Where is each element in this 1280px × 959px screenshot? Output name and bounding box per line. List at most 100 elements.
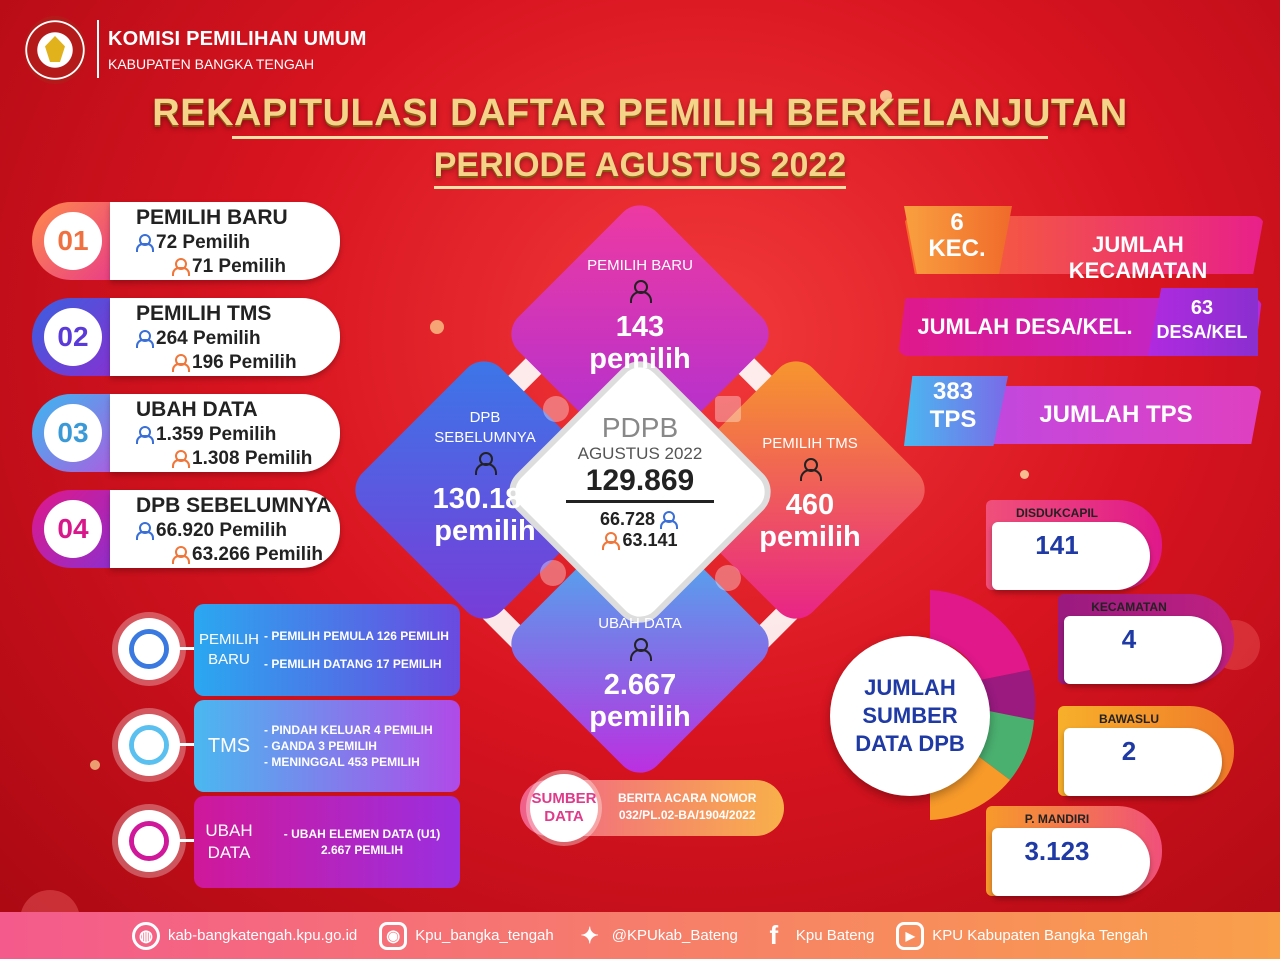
twitter-icon: ✦ xyxy=(580,922,599,948)
source-value: 141 xyxy=(1035,530,1079,560)
pdpb-total: 129.869 xyxy=(566,464,714,503)
org-name: KOMISI PEMILIHAN UMUM xyxy=(108,28,367,50)
facebook-link[interactable]: Kpu Bateng xyxy=(795,927,875,944)
card-male-count: 1.359 Pemilih xyxy=(156,424,277,445)
bokeh-light xyxy=(90,760,100,770)
card-pemilih-baru: 01 PEMILIH BARU 72 Pemilih 71 Pemilih xyxy=(32,202,340,280)
stat-desa-value-box xyxy=(1148,288,1258,356)
pemilih-baru-label: PEMILIH BARU xyxy=(587,257,693,274)
detail-label: PEMILIH xyxy=(198,631,259,648)
card-title: PEMILIH TMS xyxy=(136,302,272,325)
dpb-label-2: SEBELUMNYA xyxy=(434,429,536,446)
card-male-count: 264 Pemilih xyxy=(156,328,261,349)
source-disdukcapil: DISDUKCAPIL 141 xyxy=(992,506,1150,590)
card-pemilih-tms: 02 PEMILIH TMS 264 Pemilih 196 Pemilih xyxy=(32,298,340,376)
male-person-icon xyxy=(136,426,154,444)
chat-icon xyxy=(543,396,569,422)
card-title: PEMILIH BARU xyxy=(136,206,288,229)
source-label: KECAMATAN xyxy=(1091,600,1167,614)
detail-item: - PEMILIH PEMULA 126 PEMILIH xyxy=(264,629,449,643)
pdpb-female: 63.141 xyxy=(622,530,678,550)
org-region: KABUPATEN BANGKA TENGAH xyxy=(108,56,315,72)
card-title: DPB SEBELUMNYA xyxy=(136,494,332,517)
desa-label: JUMLAH DESA/KEL. xyxy=(917,314,1133,339)
person-icon xyxy=(629,280,652,303)
center-left-text: DPB SEBELUMNYA 130.186 pemilih xyxy=(400,408,570,547)
male-person-icon xyxy=(136,522,154,540)
header-divider xyxy=(97,20,99,78)
source-value: 3.123 xyxy=(1024,836,1090,866)
detail-item: 2.667 PEMILIH xyxy=(320,843,404,857)
footer-twitter[interactable]: ✦ @KPUkab_Bateng xyxy=(576,922,738,950)
detail-item: - MENINGGAL 453 PEMILIH xyxy=(264,755,420,769)
card-dpb-sebelumnya: 04 DPB SEBELUMNYA 66.920 Pemilih 63.266 … xyxy=(32,490,340,568)
dpb-label: DPB xyxy=(469,409,501,426)
tps-unit: TPS xyxy=(929,406,977,433)
detail-item: - UBAH ELEMEN DATA (U1) xyxy=(283,827,441,841)
tps-value: 383 TPS xyxy=(908,378,998,434)
website-link[interactable]: kab-bangkatengah.kpu.go.id xyxy=(167,927,358,944)
footer-instagram[interactable]: ◉ Kpu_bangka_tengah xyxy=(379,921,554,950)
footer-youtube[interactable]: ▶ KPU Kabupaten Bangka Tengah xyxy=(896,921,1149,950)
ubah-data-unit: pemilih xyxy=(589,701,691,733)
source-bawaslu: BAWASLU 2 xyxy=(1064,712,1222,796)
briefcase-icon xyxy=(715,396,741,422)
detail-tms: TMS - PINDAH KELUAR 4 PEMILIH - GANDA 3 … xyxy=(118,700,460,792)
instagram-link[interactable]: Kpu_bangka_tengah xyxy=(415,927,554,944)
female-person-icon xyxy=(172,354,190,372)
source-value: 2 xyxy=(1121,736,1137,766)
youtube-icon: ▶ xyxy=(896,921,925,950)
title-underline xyxy=(232,136,1048,139)
source-value: 4 xyxy=(1121,624,1137,654)
pdpb-period: AGUSTUS 2022 xyxy=(577,444,703,463)
person-icon xyxy=(799,458,822,481)
gear-icon xyxy=(540,560,566,586)
stat-kec-value-box xyxy=(904,206,1012,274)
card-female-count: 63.266 Pemilih xyxy=(192,544,323,565)
person-icon xyxy=(629,638,652,661)
twitter-link[interactable]: @KPUkab_Bateng xyxy=(611,927,738,944)
source-label: BAWASLU xyxy=(1099,712,1159,726)
footer-website[interactable]: ◍ kab-bangkatengah.kpu.go.id xyxy=(131,921,358,950)
female-person-icon xyxy=(602,532,621,550)
dpb-unit: pemilih xyxy=(434,515,536,547)
ubah-data-label: UBAH DATA xyxy=(598,615,682,632)
search-icon xyxy=(715,565,741,591)
detail-ubah-data: UBAH DATA - UBAH ELEMEN DATA (U1) 2.667 P… xyxy=(118,796,460,888)
youtube-link[interactable]: KPU Kabupaten Bangka Tengah xyxy=(932,927,1149,944)
card-number: 02 xyxy=(44,308,102,366)
card-title: UBAH DATA xyxy=(136,398,258,421)
center-bottom-text: UBAH DATA 2.667 pemilih xyxy=(560,614,720,733)
bokeh-light xyxy=(430,320,444,334)
female-person-icon xyxy=(172,450,190,468)
dpb-value: 130.186 xyxy=(432,483,538,515)
tms-unit: pemilih xyxy=(759,521,861,553)
desa-number: 63 xyxy=(1190,297,1214,319)
bokeh-light xyxy=(1020,470,1029,479)
kec-value: 6 KEC. xyxy=(912,210,1002,262)
center-top-text: PEMILIH BARU 143 pemilih xyxy=(560,256,720,375)
footer-facebook[interactable]: f Kpu Bateng xyxy=(760,920,875,950)
tms-value: 460 xyxy=(785,489,835,521)
female-person-icon xyxy=(172,258,190,276)
detail-label: TMS xyxy=(207,735,251,757)
source-label: SUMBER xyxy=(531,790,597,807)
kpu-logo xyxy=(24,16,86,84)
source-mandiri: P. MANDIRI 3.123 xyxy=(992,812,1150,896)
globe-icon: ◍ xyxy=(131,921,160,950)
footer: ◍ kab-bangkatengah.kpu.go.id ◉ Kpu_bangka_… xyxy=(0,912,1280,959)
page-subtitle: PERIODE AGUSTUS 2022 xyxy=(433,146,847,184)
card-number: 01 xyxy=(44,212,102,270)
detail-label: DATA xyxy=(207,843,251,862)
instagram-icon: ◉ xyxy=(379,921,408,950)
male-person-icon xyxy=(136,330,154,348)
male-person-icon xyxy=(136,234,154,252)
sources-center-label-3: DATA DPB xyxy=(855,731,965,756)
kec-unit: KEC. xyxy=(928,235,986,262)
stat-tps-value-box xyxy=(904,376,1008,446)
source-note: SUMBER DATA BERITA ACARA NOMOR 032/PL.02… xyxy=(520,774,784,842)
tms-label: PEMILIH TMS xyxy=(762,435,858,452)
pemilih-baru-value: 143 xyxy=(615,311,665,343)
male-person-icon xyxy=(660,511,679,529)
page-title: REKAPITULASI DAFTAR PEMILIH BERKELANJUTA… xyxy=(152,92,1128,134)
